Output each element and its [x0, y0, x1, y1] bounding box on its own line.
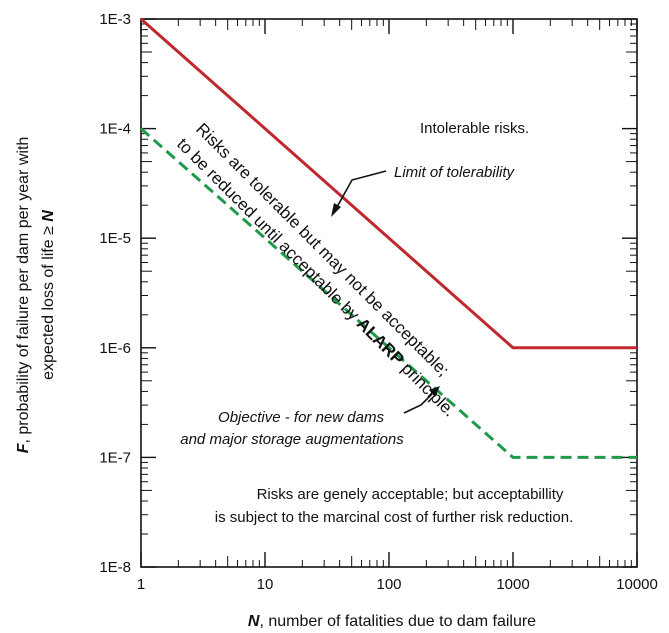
acceptable-risks-line1: Risks are genely acceptable; but accepta…	[257, 486, 564, 503]
x-axis-title-symbol: N	[248, 613, 260, 630]
objective-arrow-icon	[403, 393, 433, 414]
plot-frame	[140, 18, 638, 568]
y-axis-title-text1: , probability of failure per dam per yea…	[15, 137, 32, 444]
x-axis-title: N, number of fatalities due to dam failu…	[248, 613, 536, 630]
x-tick-label: 1000	[496, 576, 529, 593]
y-axis-title-symbol: F	[15, 442, 32, 453]
y-axis-title-line2: expected loss of life ≥ N	[40, 210, 57, 380]
y-tick-label: 1E-7	[99, 449, 131, 466]
limit-of-tolerability-label: Limit of tolerability	[394, 164, 516, 181]
y-minor-ticks	[141, 18, 637, 568]
x-axis-title-text: , number of fatalities due to dam failur…	[259, 613, 536, 630]
y-axis-title-text2: expected loss of life ≥	[40, 222, 57, 380]
limit-arrow-icon	[336, 170, 387, 208]
x-tick-label: 1	[137, 576, 145, 593]
y-axis-title-symbol2: N	[40, 210, 57, 222]
acceptable-risks-line2: is subject to the marcinal cost of furth…	[215, 509, 573, 526]
tolerable-region-label: Risks are tolerable but may not be accep…	[192, 119, 453, 380]
objective-line	[140, 127, 637, 459]
alarp-line-pre: to be reduced until acceptable by	[173, 134, 366, 327]
intolerable-risks-label: Intolerable risks.	[420, 120, 529, 137]
objective-label-line1: Objective - for new dams	[218, 409, 384, 426]
y-tick-label: 1E-6	[99, 340, 131, 357]
objective-label-line2: and major storage augmentations	[180, 431, 404, 448]
y-tick-label: 1E-5	[99, 230, 131, 247]
limit-of-tolerability-line	[140, 17, 637, 350]
y-tick-label: 1E-4	[99, 121, 131, 138]
y-tick-label: 1E-3	[99, 11, 131, 28]
y-axis-title-line1: F, probability of failure per dam per ye…	[15, 137, 32, 454]
series-layer	[140, 17, 637, 459]
x-minor-ticks	[140, 19, 638, 567]
x-tick-label: 10	[257, 576, 274, 593]
x-tick-label: 10000	[616, 576, 658, 593]
limit-arrowhead-icon	[331, 203, 341, 217]
objective-arrowhead-icon	[429, 386, 440, 397]
y-tick-label: 1E-8	[99, 559, 131, 576]
x-tick-labels: 1 10 100 1000 10000	[137, 576, 658, 593]
x-tick-label: 100	[376, 576, 401, 593]
y-tick-labels: 1E-3 1E-4 1E-5 1E-6 1E-7 1E-8	[99, 11, 131, 576]
